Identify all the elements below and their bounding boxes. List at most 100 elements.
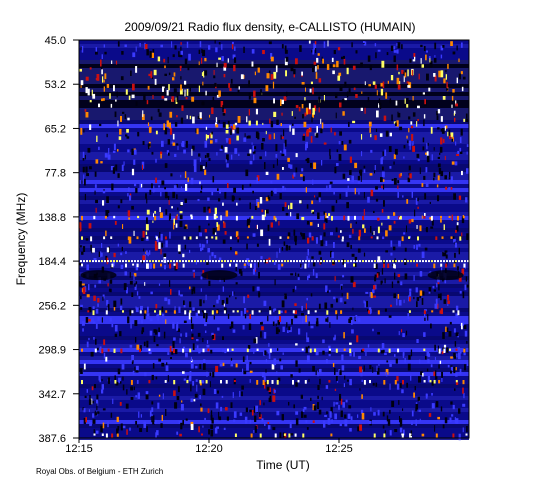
channel-strip <box>79 288 469 292</box>
signal-pixel <box>453 110 456 114</box>
signal-pixel <box>453 236 455 239</box>
signal-pixel <box>417 197 419 202</box>
signal-pixel <box>98 146 100 150</box>
signal-pixel <box>219 362 223 367</box>
bright-line-pixel <box>137 260 139 263</box>
signal-pixel <box>345 399 348 403</box>
signal-pixel <box>452 51 456 55</box>
signal-pixel <box>374 276 377 282</box>
signal-pixel <box>312 420 315 423</box>
channel-strip <box>79 276 469 280</box>
signal-pixel <box>85 317 89 323</box>
signal-pixel <box>164 264 166 270</box>
bright-line-pixel <box>401 260 403 263</box>
signal-pixel <box>302 135 306 141</box>
channel-strip <box>79 192 469 196</box>
bright-line-pixel <box>347 260 349 263</box>
signal-pixel <box>308 40 311 44</box>
signal-pixel <box>273 71 277 79</box>
signal-pixel <box>303 121 307 128</box>
signal-pixel <box>306 332 308 339</box>
signal-pixel <box>140 345 142 351</box>
signal-pixel <box>313 162 317 169</box>
signal-pixel <box>341 56 343 60</box>
interference-pixel <box>423 310 426 314</box>
x-axis: 12:15 12:20 12:25 <box>65 438 353 455</box>
signal-pixel <box>357 426 360 432</box>
signal-pixel <box>154 78 157 85</box>
signal-pixel <box>82 166 85 173</box>
signal-pixel <box>192 116 195 124</box>
signal-pixel <box>424 317 426 321</box>
signal-pixel <box>229 295 231 298</box>
signal-pixel <box>152 49 155 53</box>
signal-pixel <box>447 131 449 137</box>
signal-pixel <box>458 408 461 414</box>
signal-pixel <box>308 378 310 383</box>
signal-pixel <box>217 327 220 331</box>
interference-pixel <box>307 310 310 315</box>
signal-pixel <box>315 133 319 138</box>
signal-pixel <box>312 268 315 276</box>
interference-pixel <box>387 263 390 268</box>
signal-pixel <box>200 276 203 280</box>
signal-pixel <box>377 226 380 234</box>
signal-pixel <box>286 322 288 328</box>
signal-pixel <box>174 349 178 355</box>
signal-pixel <box>274 316 277 320</box>
signal-pixel <box>210 424 213 429</box>
signal-pixel <box>136 344 140 350</box>
signal-pixel <box>114 325 118 332</box>
signal-pixel <box>173 88 177 93</box>
signal-pixel <box>263 376 266 383</box>
interference-pixel <box>173 310 176 314</box>
signal-pixel <box>287 330 289 333</box>
signal-pixel <box>220 101 224 108</box>
signal-pixel <box>428 287 432 294</box>
signal-pixel <box>141 114 145 120</box>
bright-line-pixel <box>434 260 436 263</box>
signal-pixel <box>258 292 261 297</box>
signal-pixel <box>252 286 255 292</box>
signal-pixel <box>193 399 196 402</box>
signal-pixel <box>146 263 149 269</box>
signal-pixel <box>265 151 267 157</box>
signal-pixel <box>101 98 104 102</box>
signal-pixel <box>91 89 93 96</box>
interference-pixel <box>462 215 465 219</box>
signal-pixel <box>158 242 161 249</box>
interference-pixel <box>431 310 434 313</box>
signal-pixel <box>375 198 379 202</box>
signal-pixel <box>289 125 291 132</box>
signal-pixel <box>187 375 189 379</box>
signal-pixel <box>349 156 352 163</box>
interference-pixel <box>463 348 466 353</box>
signal-pixel <box>458 433 461 441</box>
interference-pixel <box>207 348 210 352</box>
signal-pixel <box>458 274 462 282</box>
signal-pixel <box>92 318 94 322</box>
signal-pixel <box>246 243 248 250</box>
signal-pixel <box>445 74 447 80</box>
bright-line-pixel <box>122 260 124 263</box>
bright-line-pixel <box>80 260 82 263</box>
signal-pixel <box>311 209 314 213</box>
interference-pixel <box>262 380 265 385</box>
signal-pixel <box>80 46 83 51</box>
interference-pixel <box>269 310 272 315</box>
signal-pixel <box>359 169 363 176</box>
signal-pixel <box>343 383 345 388</box>
signal-pixel <box>306 157 310 164</box>
signal-pixel <box>264 381 267 385</box>
signal-pixel <box>115 164 118 171</box>
signal-pixel <box>417 119 419 122</box>
signal-pixel <box>335 227 338 233</box>
signal-pixel <box>321 396 323 401</box>
signal-pixel <box>247 294 250 298</box>
signal-pixel <box>433 73 436 77</box>
signal-pixel <box>336 313 338 320</box>
signal-pixel <box>423 332 426 337</box>
signal-pixel <box>325 240 328 246</box>
signal-pixel <box>378 98 381 105</box>
signal-pixel <box>155 432 157 438</box>
